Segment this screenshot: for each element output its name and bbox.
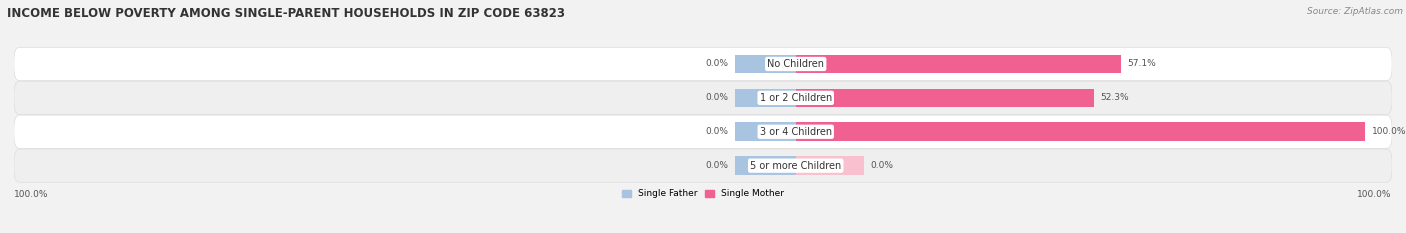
FancyBboxPatch shape <box>14 115 1392 148</box>
Text: 5 or more Children: 5 or more Children <box>751 161 841 171</box>
Text: No Children: No Children <box>768 59 824 69</box>
Bar <box>735 89 796 107</box>
Text: 100.0%: 100.0% <box>1372 127 1406 136</box>
Text: 3 or 4 Children: 3 or 4 Children <box>759 127 832 137</box>
Text: 57.1%: 57.1% <box>1128 59 1156 69</box>
Bar <box>735 156 796 175</box>
Bar <box>796 122 1365 141</box>
Bar <box>735 122 796 141</box>
Text: 0.0%: 0.0% <box>706 161 728 170</box>
FancyBboxPatch shape <box>14 81 1392 114</box>
Legend: Single Father, Single Mother: Single Father, Single Mother <box>621 189 785 199</box>
Text: 0.0%: 0.0% <box>706 93 728 102</box>
FancyBboxPatch shape <box>14 47 1392 81</box>
Text: 0.0%: 0.0% <box>706 59 728 69</box>
Bar <box>796 156 865 175</box>
Bar <box>735 55 796 73</box>
Text: 0.0%: 0.0% <box>706 127 728 136</box>
Text: 100.0%: 100.0% <box>1357 190 1392 199</box>
Text: 0.0%: 0.0% <box>870 161 894 170</box>
FancyBboxPatch shape <box>14 149 1392 182</box>
Bar <box>796 55 1121 73</box>
Text: 100.0%: 100.0% <box>14 190 49 199</box>
Bar <box>796 89 1094 107</box>
Text: 52.3%: 52.3% <box>1101 93 1129 102</box>
Text: Source: ZipAtlas.com: Source: ZipAtlas.com <box>1308 7 1403 16</box>
Text: INCOME BELOW POVERTY AMONG SINGLE-PARENT HOUSEHOLDS IN ZIP CODE 63823: INCOME BELOW POVERTY AMONG SINGLE-PARENT… <box>7 7 565 20</box>
Text: 1 or 2 Children: 1 or 2 Children <box>759 93 832 103</box>
